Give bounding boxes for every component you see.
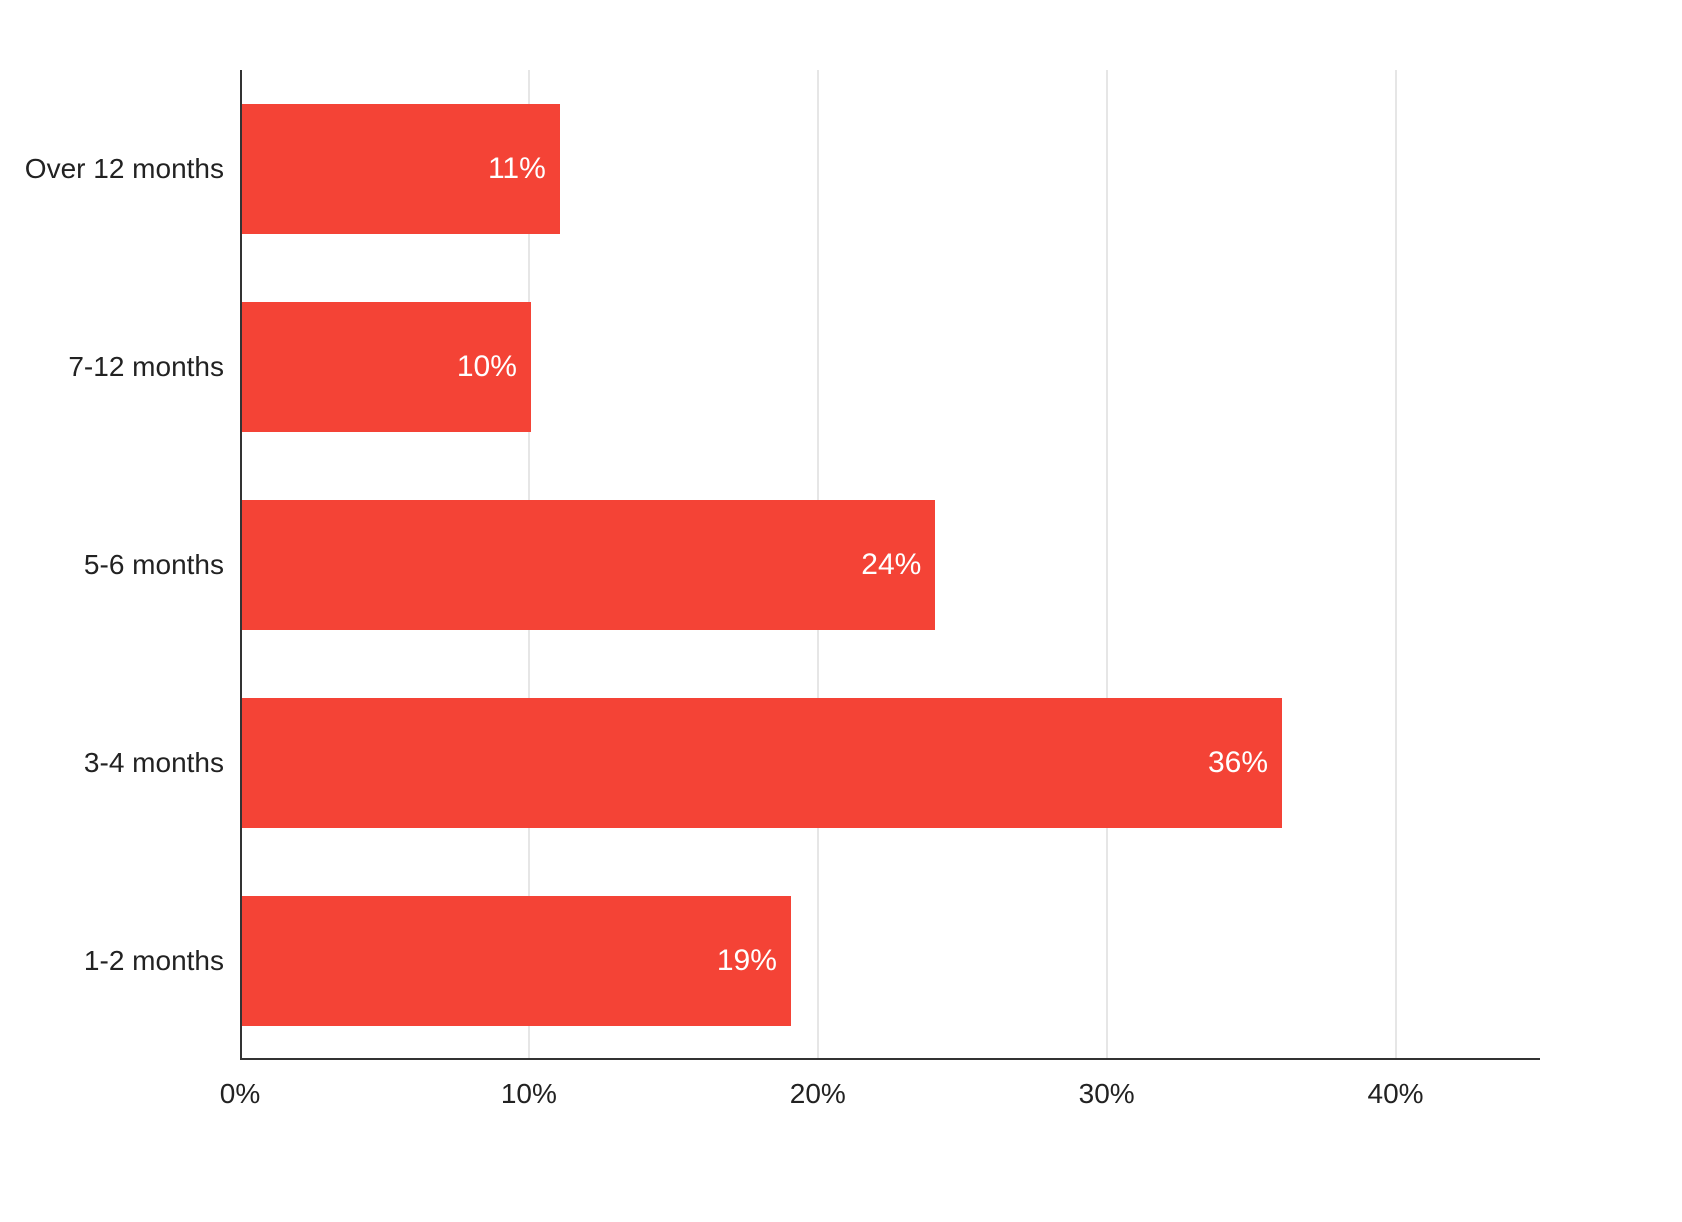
x-tick-label: 30% [1079,1078,1135,1110]
bar: 11% [242,104,560,235]
plot-area: 11% 10% 24% 36% 19% [240,70,1540,1060]
y-category-label: Over 12 months [25,153,224,185]
x-tick-label: 10% [501,1078,557,1110]
gridline [1395,70,1397,1060]
bar-value-label: 36% [1208,746,1268,780]
gridline [1106,70,1108,1060]
x-axis-line [240,1058,1540,1060]
y-axis-line [240,70,242,1060]
bar: 10% [242,302,531,433]
horizontal-bar-chart: 11% 10% 24% 36% 19% 0% 10% 20% 30% 40% Over 12 mo… [0,0,1682,1222]
y-category-label: 3-4 months [84,747,224,779]
y-category-label: 5-6 months [84,549,224,581]
x-tick-label: 0% [220,1078,260,1110]
bar-value-label: 24% [861,548,921,582]
x-tick-label: 40% [1368,1078,1424,1110]
bar-value-label: 10% [457,350,517,384]
bar-value-label: 11% [488,152,546,186]
bar-value-label: 19% [717,944,777,978]
bar: 19% [242,896,791,1027]
bar: 24% [242,500,935,631]
y-category-label: 1-2 months [84,945,224,977]
bar: 36% [242,698,1282,829]
y-category-label: 7-12 months [68,351,224,383]
x-tick-label: 20% [790,1078,846,1110]
